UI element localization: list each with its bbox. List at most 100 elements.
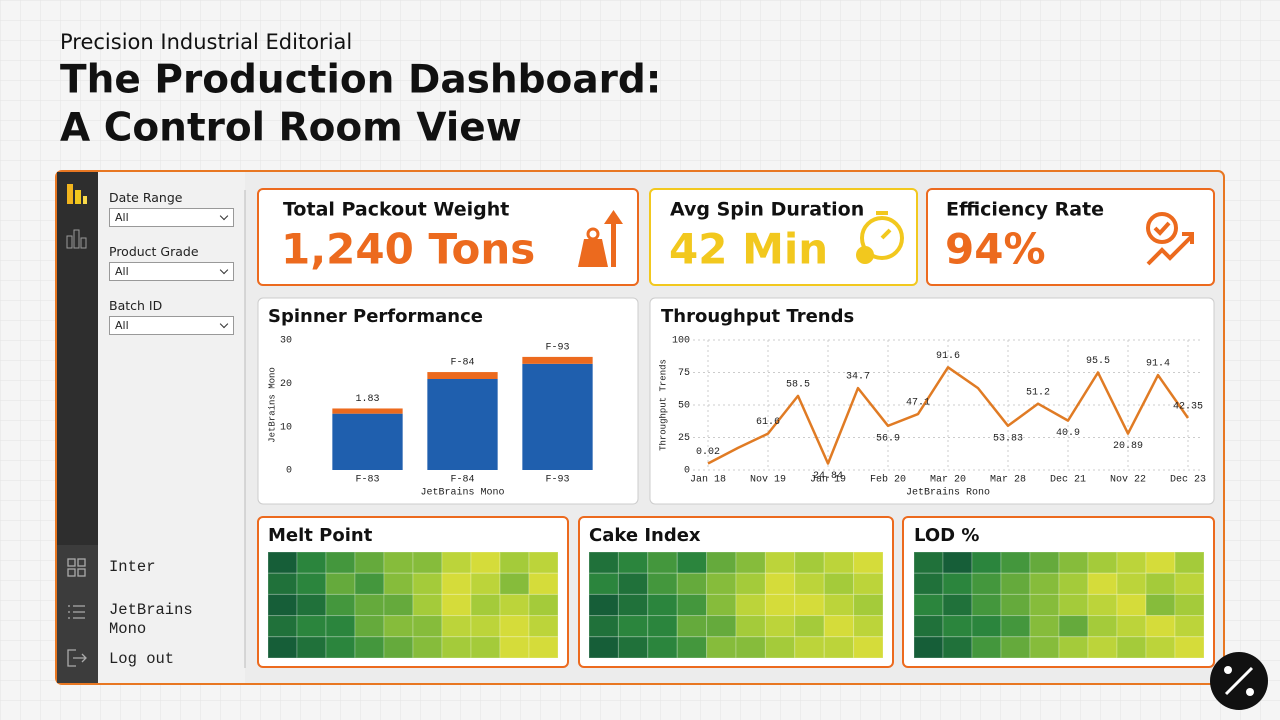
heat-cell: [794, 593, 825, 617]
heat-cell: [676, 636, 708, 659]
heat-cell: [412, 593, 443, 617]
heat-cell: [528, 572, 559, 595]
kpi-card: [257, 188, 639, 286]
filter-select[interactable]: All: [109, 316, 234, 335]
heat-cell: [794, 572, 825, 595]
heat-cell: [1116, 636, 1147, 659]
heat-cell: [735, 636, 766, 659]
heat-cell: [1145, 636, 1176, 659]
y-tick-label: 0: [286, 466, 292, 477]
nav-item[interactable]: Log out: [109, 650, 175, 668]
heat-cell: [296, 636, 327, 659]
chart-title: Throughput Trends: [661, 306, 854, 327]
heat-cell: [764, 572, 796, 595]
heat-cell: [823, 636, 855, 659]
heat-cell: [1058, 615, 1089, 638]
x-tick-label: F-84: [450, 475, 474, 486]
filter-select[interactable]: All: [109, 262, 234, 281]
heat-cell: [706, 636, 737, 659]
heat-cell: [499, 551, 530, 574]
x-tick-label: Nov 19: [750, 475, 786, 486]
heat-cell: [1174, 615, 1205, 638]
arrow-head: [604, 210, 623, 224]
point-annotation: 91.6: [936, 351, 960, 362]
heat-cell: [913, 572, 944, 595]
heat-cell: [764, 615, 796, 638]
heat-cell: [1174, 593, 1205, 617]
x-tick-label: Jan 18: [690, 475, 726, 486]
point-annotation: 24.84: [813, 471, 843, 482]
logo: [83, 196, 87, 204]
nav-item[interactable]: JetBrains Mono: [109, 601, 193, 638]
point-annotation: 53.83: [993, 433, 1023, 444]
x-tick-label: Jan 19: [810, 475, 846, 486]
filter-panel: [98, 172, 245, 683]
heat-cell: [617, 636, 649, 659]
heat-cell: [1029, 572, 1060, 595]
kpi-title: Total Packout Weight: [283, 199, 509, 221]
heat-cell: [1029, 615, 1060, 638]
rail-bottom: [57, 545, 98, 683]
filter-select[interactable]: All: [109, 208, 234, 227]
heat-cell: [942, 551, 973, 574]
kpi-value: 1,240 Tons: [281, 225, 535, 274]
point-annotation: 58.5: [786, 380, 810, 391]
weight-handle: [586, 227, 600, 241]
page-title: A Control Room View: [60, 106, 522, 151]
heat-cell: [706, 551, 737, 574]
heat-cell: [764, 636, 796, 659]
heat-cell: [1087, 615, 1118, 638]
kpi-value: 94%: [945, 225, 1046, 274]
y-tick-label: 50: [678, 401, 690, 412]
heat-cell: [588, 572, 619, 595]
heat-cell: [1029, 636, 1060, 659]
heat-cell: [853, 593, 884, 617]
heat-cell: [267, 551, 298, 574]
nav-item[interactable]: Inter: [109, 558, 156, 576]
heat-cell: [296, 572, 327, 595]
filter-label: Product Grade: [109, 244, 199, 259]
heat-cell: [588, 636, 619, 659]
heat-cell: [971, 551, 1002, 574]
heat-cell: [971, 593, 1002, 617]
heat-cell: [267, 636, 298, 659]
filter: Batch ID All: [109, 298, 234, 335]
heat-cell: [354, 593, 385, 617]
heat-cell: [971, 636, 1002, 659]
heat-cell: [913, 593, 944, 617]
list-icon: [68, 605, 85, 619]
heat-cell: [913, 636, 944, 659]
filter-label: Batch ID: [109, 298, 163, 313]
heat-cell: [499, 572, 530, 595]
heat-cell: [735, 593, 766, 617]
heat-cell: [499, 615, 530, 638]
x-tick-label: Feb 20: [870, 474, 906, 486]
x-tick-label: Mar 28: [990, 475, 1026, 486]
heat-cell: [853, 551, 884, 574]
kpi-value: 42 Min: [669, 225, 828, 274]
heat-cell: [1058, 636, 1089, 659]
heat-cell: [942, 636, 973, 659]
heat-cell: [1116, 572, 1147, 595]
kpi-title: Efficiency Rate: [946, 199, 1104, 221]
heat-cell: [296, 593, 327, 617]
point-annotation: 20.89: [1113, 441, 1143, 452]
heat-cell: [412, 572, 443, 595]
heat-cell: [1145, 615, 1176, 638]
heat-cell: [647, 593, 678, 617]
heat-cell: [647, 615, 678, 638]
y-axis-label: JetBrains Mono: [267, 367, 277, 443]
heat-cell: [441, 615, 472, 638]
point-annotation: 34.7: [846, 372, 870, 383]
heat-cell: [1000, 572, 1031, 595]
watermark-dot: [1246, 688, 1254, 696]
heat-cell: [1145, 551, 1176, 574]
heat-cell: [383, 551, 414, 574]
heat-cell: [470, 551, 501, 574]
heat-cell: [706, 615, 737, 638]
bar-segment: [332, 413, 403, 470]
heat-cell: [296, 615, 327, 638]
bar-annotation: 1.83: [355, 394, 379, 405]
heat-cell: [499, 636, 530, 659]
y-axis-label: Throughput Trends: [658, 359, 668, 451]
